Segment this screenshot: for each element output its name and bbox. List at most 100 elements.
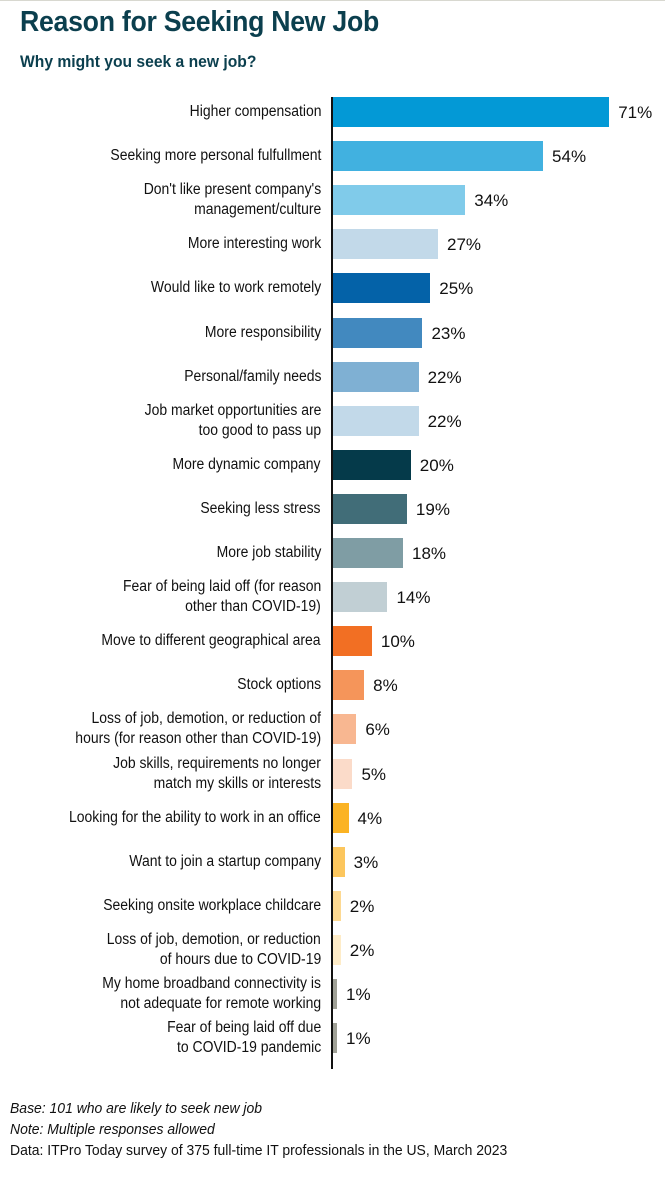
- bar: [333, 979, 337, 1009]
- value-label: 5%: [361, 764, 387, 784]
- bar: [333, 97, 610, 127]
- category-label: Loss of job, demotion, or reduction of ho…: [48, 709, 321, 749]
- value-label: 27%: [447, 235, 482, 255]
- category-label: Loss of job, demotion, or reduction of ho…: [83, 930, 321, 970]
- value-label: 14%: [396, 588, 431, 608]
- category-label-line: Want to join a startup company: [129, 852, 321, 870]
- category-label: Seeking less stress: [187, 494, 321, 524]
- top-border: [0, 0, 665, 1]
- category-label-line: too good to pass up: [198, 421, 321, 439]
- bar-row: My home broadband connectivity is not ade…: [0, 975, 665, 1023]
- category-label: Higher compensation: [175, 97, 321, 127]
- bar-row: Loss of job, demotion, or reduction of ho…: [0, 931, 665, 979]
- bar-row: Loss of job, demotion, or reduction of ho…: [0, 710, 665, 758]
- category-label-line: Job market opportunities are: [144, 401, 321, 419]
- category-label: My home broadband connectivity is not ade…: [78, 974, 321, 1014]
- bar: [333, 802, 349, 833]
- category-label-line: Looking for the ability to work in an of…: [69, 808, 321, 826]
- category-label-line: Fear of being laid off (for reason: [122, 578, 321, 596]
- bar: [333, 890, 341, 921]
- bar: [333, 229, 439, 260]
- value-label: 3%: [353, 852, 379, 872]
- data-source: Data: ITPro Today survey of 375 full-tim…: [10, 1142, 508, 1159]
- base-note: Base: 101 who are likely to seek new job: [10, 1100, 263, 1117]
- bar-row: More dynamic company 20%: [0, 449, 665, 494]
- bar: [333, 405, 419, 436]
- value-label: 22%: [427, 367, 462, 387]
- category-label: More dynamic company: [156, 450, 321, 480]
- value-label: 2%: [349, 940, 375, 960]
- category-label-line: Higher compensation: [189, 103, 321, 120]
- bar: [333, 670, 365, 701]
- category-label-line: Loss of job, demotion, or reduction of: [91, 710, 321, 728]
- bar: [333, 449, 411, 480]
- bar: [333, 185, 466, 216]
- bar-row: More responsibility 23%: [0, 317, 665, 362]
- bar-row: Higher compensation 71%: [0, 97, 665, 141]
- category-label: Seeking onsite workplace childcare: [79, 891, 321, 921]
- category-label-line: More interesting work: [187, 235, 321, 253]
- category-label-line: Would like to work remotely: [150, 279, 321, 297]
- bar: [333, 626, 372, 657]
- bar-row: Want to join a startup company 3%: [0, 846, 665, 891]
- category-label-line: Fear of being laid off due: [166, 1019, 321, 1037]
- category-label: Want to join a startup company: [108, 847, 321, 877]
- category-label-line: hours (for reason other than COVID-19): [75, 730, 321, 748]
- bar: [333, 1023, 337, 1054]
- category-label: More interesting work: [173, 229, 321, 259]
- value-label: 54%: [552, 147, 587, 167]
- bar-row: Seeking less stress 19%: [0, 493, 665, 538]
- bar: [333, 846, 345, 877]
- bar-row: Stock options 8%: [0, 670, 665, 714]
- category-label: Job market opportunities are too good to …: [125, 401, 321, 441]
- category-label: Personal/family needs: [169, 362, 321, 392]
- category-label-line: Job skills, requirements no longer: [113, 754, 321, 772]
- bar: [333, 758, 353, 789]
- value-label: 10%: [380, 632, 415, 652]
- bar: [333, 714, 357, 745]
- category-label: Move to different geographical area: [77, 626, 321, 656]
- bar: [333, 361, 419, 392]
- category-label-line: More responsibility: [204, 323, 321, 341]
- value-label: 34%: [474, 191, 509, 211]
- bar-row: More interesting work 27%: [0, 229, 665, 273]
- bar-row: More job stability 18%: [0, 538, 665, 582]
- category-label: Seeking more personal fulfullment: [87, 141, 321, 171]
- bar-row: Looking for the ability to work in an of…: [0, 802, 665, 847]
- chart-subtitle: Why might you seek a new job?: [20, 52, 257, 71]
- bar-row: Would like to work remotely 25%: [0, 273, 665, 317]
- value-label: 1%: [346, 985, 371, 1004]
- category-label: Fear of being laid off (for reason other …: [101, 577, 321, 617]
- bar-row: Job skills, requirements no longer match …: [0, 755, 665, 803]
- category-label: Stock options: [228, 670, 321, 700]
- bar-row: Move to different geographical area 10%: [0, 626, 665, 670]
- category-label: Fear of being laid off due to COVID-19 pa…: [150, 1018, 321, 1058]
- category-label: Don't like present company's management/c…: [124, 180, 321, 220]
- category-label-line: Loss of job, demotion, or reduction: [106, 930, 321, 948]
- value-label: 19%: [415, 499, 450, 519]
- category-label-line: Seeking onsite workplace childcare: [103, 896, 321, 914]
- category-label-line: other than COVID-19): [185, 598, 321, 616]
- chart-title: Reason for Seeking New Job: [20, 6, 380, 38]
- category-label-line: My home broadband connectivity is: [102, 975, 321, 992]
- bar-row: Seeking more personal fulfullment 54%: [0, 141, 665, 185]
- bar: [333, 493, 407, 524]
- value-label: 18%: [412, 544, 447, 563]
- multiple-responses-note: Note: Multiple responses allowed: [10, 1121, 215, 1138]
- category-label-line: not adequate for remote working: [120, 995, 321, 1012]
- category-label-line: Seeking more personal fulfullment: [110, 147, 321, 165]
- value-label: 4%: [357, 808, 383, 828]
- value-label: 71%: [618, 103, 653, 122]
- category-label-line: Don't like present company's: [143, 181, 321, 199]
- category-label-line: Personal/family needs: [183, 367, 321, 385]
- bar-row: Seeking onsite workplace childcare 2%: [0, 890, 665, 935]
- category-label-line: management/culture: [193, 201, 321, 219]
- bar: [333, 317, 423, 348]
- category-label: More responsibility: [192, 318, 321, 348]
- category-label: Looking for the ability to work in an of…: [41, 803, 321, 833]
- value-label: 22%: [427, 411, 462, 431]
- category-label-line: of hours due to COVID-19: [159, 950, 321, 968]
- value-label: 1%: [346, 1029, 371, 1049]
- category-label-line: Move to different geographical area: [101, 632, 321, 650]
